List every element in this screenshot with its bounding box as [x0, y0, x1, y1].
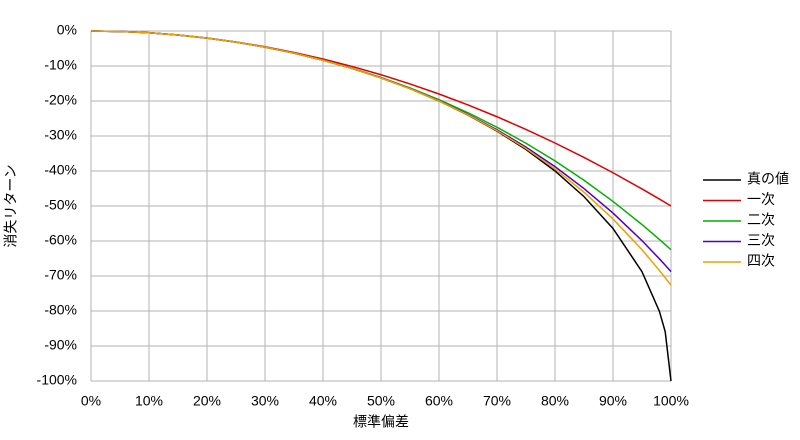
x-tick-label: 30%	[251, 393, 279, 409]
y-tick-label: -20%	[44, 92, 77, 108]
y-tick-label: -60%	[44, 232, 77, 248]
x-tick-label: 70%	[483, 393, 511, 409]
x-tick-label: 50%	[367, 393, 395, 409]
x-tick-label: 80%	[541, 393, 569, 409]
legend-label: 二次	[747, 212, 775, 228]
line-series	[90, 30, 672, 286]
x-axis-label: 標準偏差	[353, 414, 409, 430]
y-tick-label: -90%	[44, 337, 77, 353]
x-tick-label: 60%	[425, 393, 453, 409]
legend-label: 三次	[747, 232, 775, 248]
x-tick-label: 20%	[193, 393, 221, 409]
y-tick-label: -40%	[44, 162, 77, 178]
y-tick-label: -70%	[44, 267, 77, 283]
y-tick-label: -30%	[44, 127, 77, 143]
y-axis-label: 消失リターン	[3, 164, 19, 247]
x-tick-label: 100%	[653, 393, 689, 409]
y-tick-label: -100%	[37, 372, 77, 388]
legend-label: 真の値	[747, 171, 789, 187]
y-tick-label: -50%	[44, 197, 77, 213]
legend-label: 四次	[747, 253, 775, 269]
x-tick-label: 40%	[309, 393, 337, 409]
legend-label: 一次	[747, 191, 775, 207]
y-tick-label: -10%	[44, 57, 77, 73]
y-tick-label: 0%	[57, 22, 77, 38]
x-tick-label: 0%	[81, 393, 101, 409]
x-tick-label: 10%	[135, 393, 163, 409]
x-tick-label: 90%	[599, 393, 627, 409]
y-tick-label: -80%	[44, 302, 77, 318]
